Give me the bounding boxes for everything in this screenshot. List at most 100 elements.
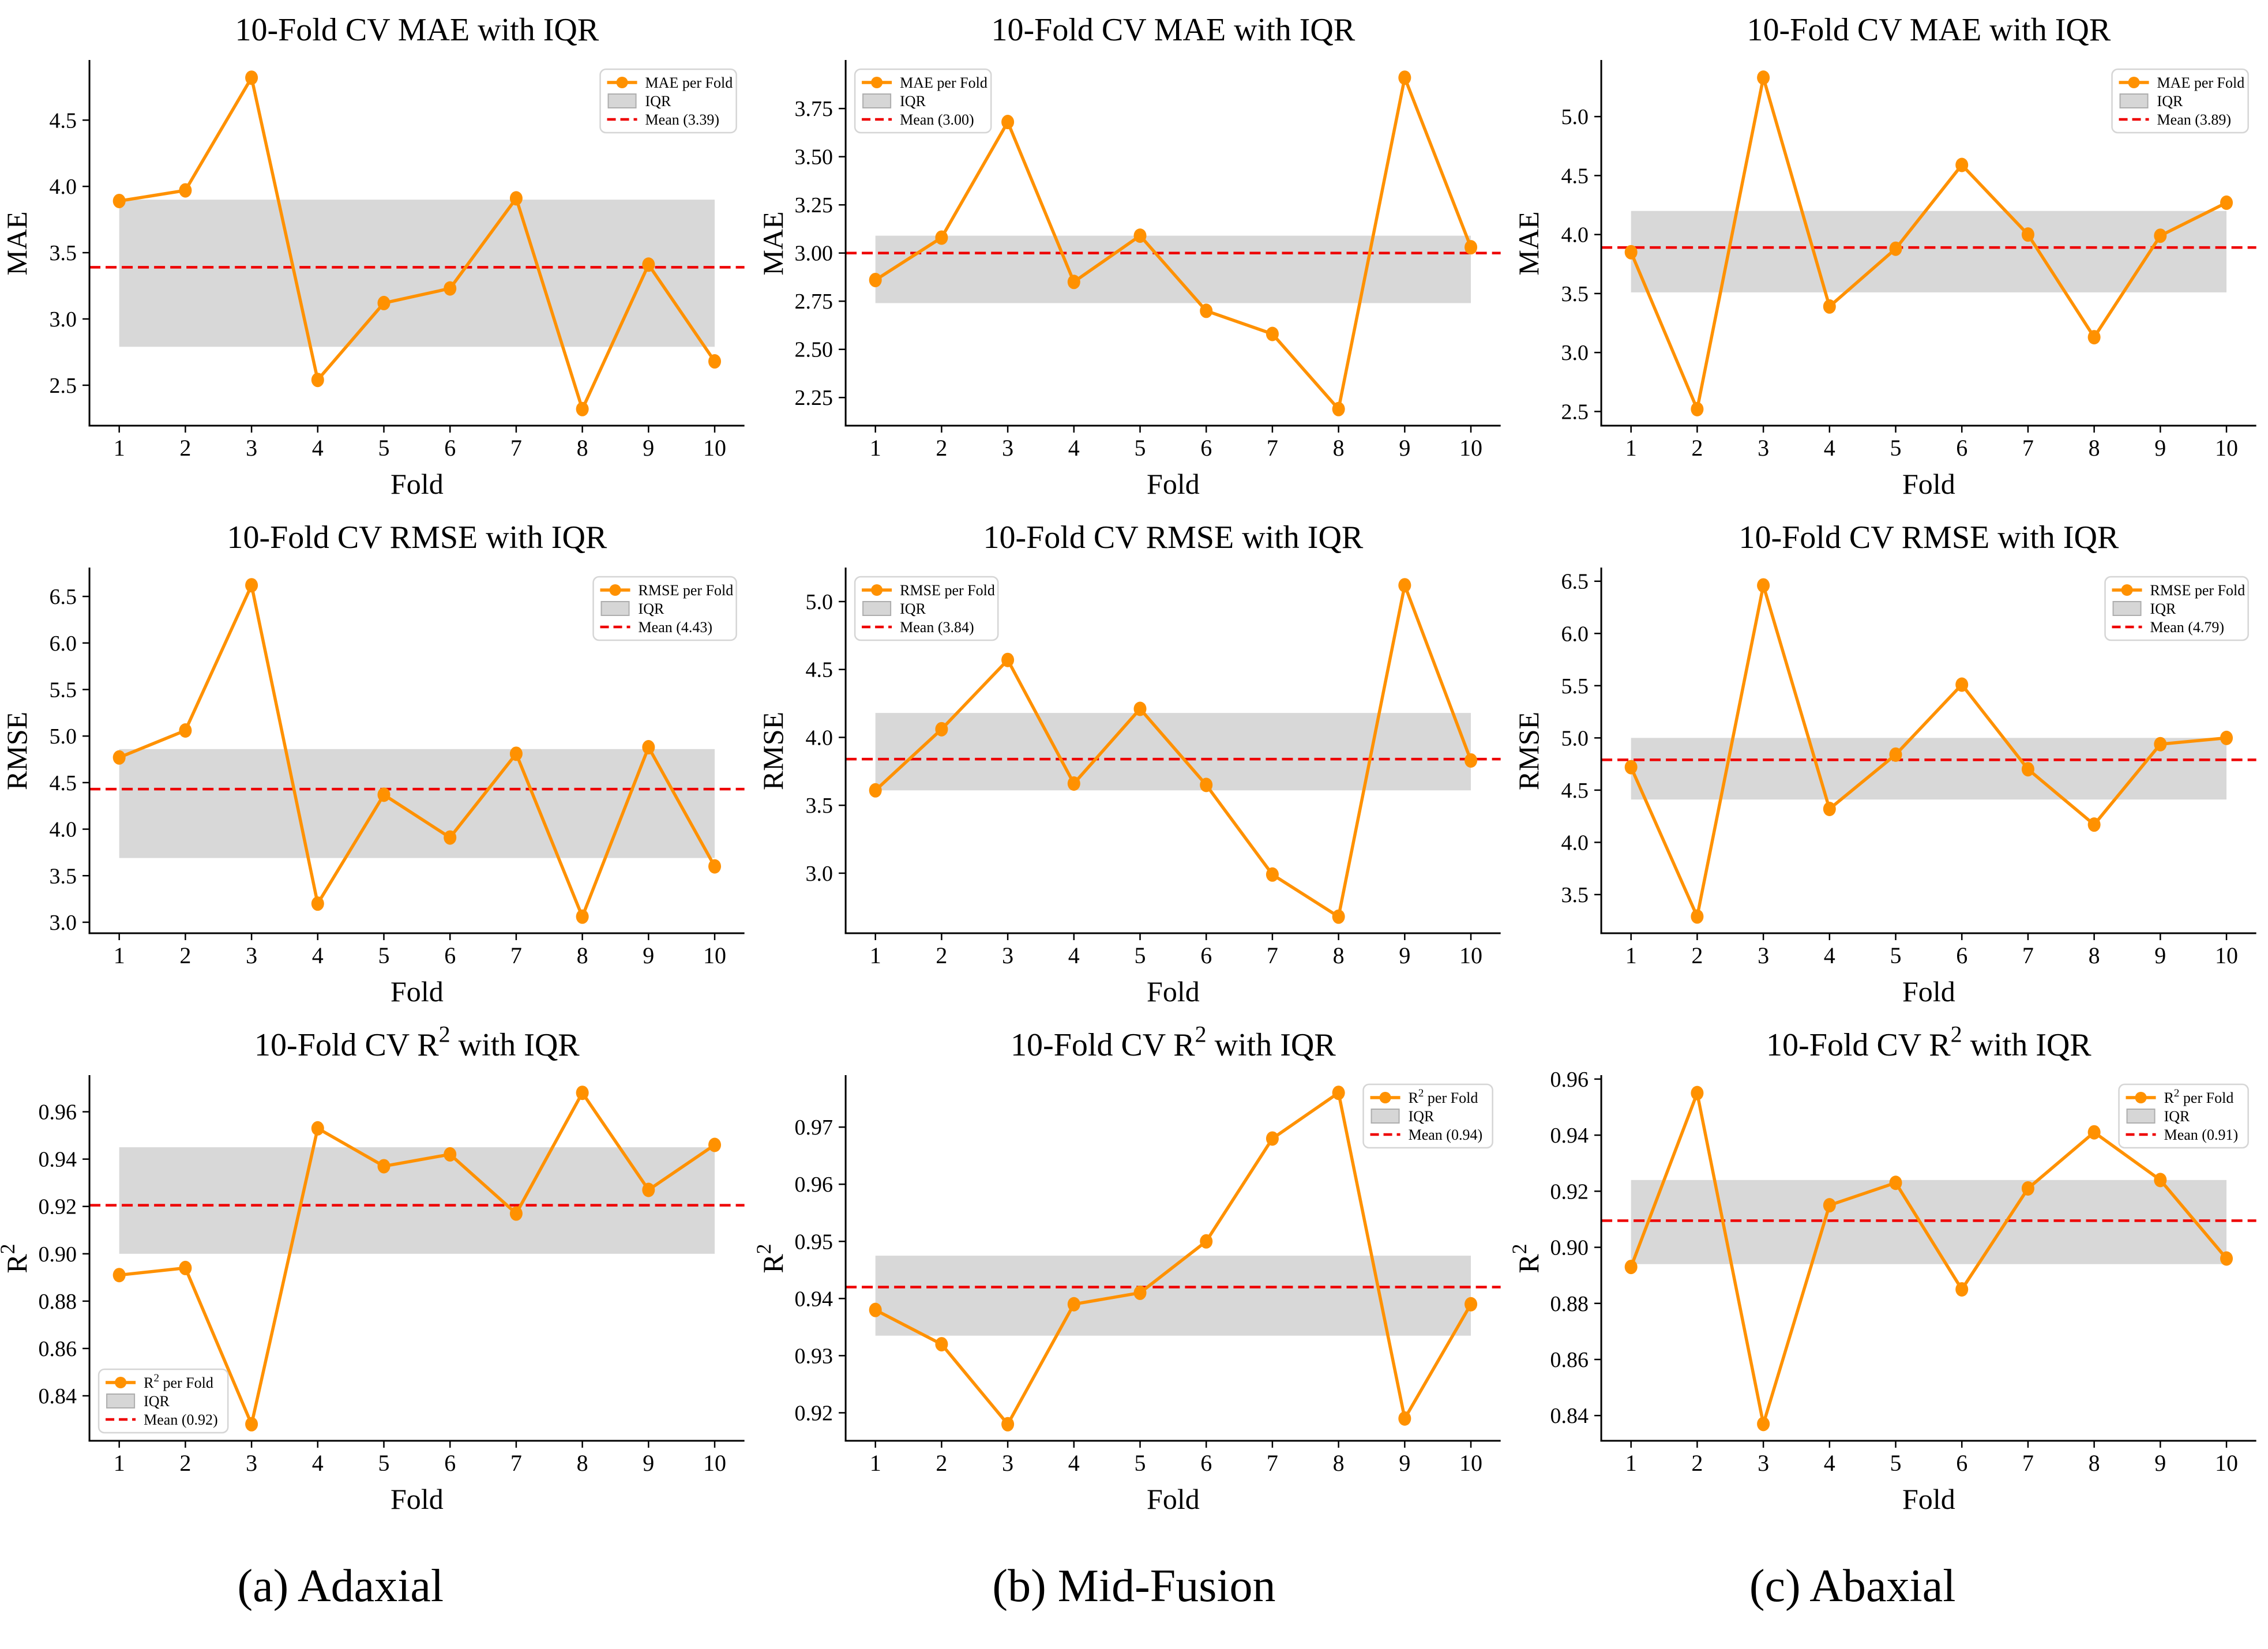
series-line [873, 583, 1473, 919]
data-point [1464, 240, 1477, 255]
data-point [869, 1302, 882, 1317]
legend-label: IQR [900, 600, 926, 617]
axes: 2.5 3.0 3.5 4.0 4.5 1 2 3 4 5 6 7 8 9 10 [50, 60, 745, 461]
y-tick-label: 2.5 [50, 374, 77, 398]
data-point [1691, 401, 1704, 416]
x-axis-label: Fold [1147, 975, 1200, 1008]
data-point [1757, 1417, 1770, 1432]
x-tick-label: 3 [1758, 1450, 1769, 1476]
x-tick-label: 8 [1332, 942, 1344, 968]
legend-box [97, 1368, 229, 1434]
x-tick-label: 9 [2155, 435, 2166, 461]
y-tick-label: 2.75 [794, 290, 833, 314]
data-point [311, 896, 324, 911]
series-markers [869, 578, 1477, 924]
data-point [1625, 760, 1638, 775]
legend-label: Mean (3.89) [2157, 111, 2232, 128]
x-tick-label: 7 [510, 435, 522, 461]
chart-abaxial-r2-plot: 0.84 0.86 0.88 0.90 0.92 0.94 0.96 1 2 3 4 5 6 7 8 9 10 1… [1512, 1021, 2256, 1515]
legend-box [592, 576, 737, 641]
y-tick-label: 0.96 [39, 1100, 77, 1125]
chart-title: 10-Fold CV R2 with IQR [1011, 1021, 1336, 1063]
y-tick-label: 3.0 [50, 911, 77, 935]
legend-label: IQR [2157, 93, 2183, 110]
y-tick-label: 6.0 [1561, 622, 1589, 646]
data-point [2220, 1251, 2233, 1266]
legend-patch-icon [607, 93, 637, 108]
y-tick-label: 4.5 [1561, 779, 1589, 803]
data-point [2220, 730, 2233, 745]
x-tick-label: 5 [1134, 942, 1146, 968]
data-point [1955, 1282, 1969, 1297]
x-tick-label: 2 [1692, 435, 1703, 461]
chart-title: 10-Fold CV RMSE with IQR [1739, 520, 2119, 555]
x-tick-label: 8 [2089, 942, 2100, 968]
data-point [2087, 1125, 2101, 1140]
y-axis-label: MAE [1, 211, 33, 275]
series-markers [112, 70, 722, 416]
data-point [1133, 228, 1147, 243]
axes: 0.84 0.86 0.88 0.90 0.92 0.94 0.96 1 2 3 4 5 6 7 8 9 10 [1550, 1068, 2256, 1476]
y-tick-label: 5.5 [1561, 674, 1589, 698]
legend-label: MAE per Fold [645, 74, 733, 91]
y-axis-label: RMSE [1, 712, 33, 790]
x-tick-label: 8 [577, 942, 588, 968]
x-tick-label: 1 [114, 942, 125, 968]
legend-label: R2 per Fold [144, 1372, 213, 1391]
x-axis-label: Fold [1902, 468, 1955, 500]
data-point [1823, 299, 1837, 314]
legend-box [599, 68, 737, 134]
data-point [1001, 652, 1014, 667]
y-tick-label: 3.5 [50, 241, 77, 265]
x-tick-label: 3 [246, 435, 257, 461]
y-tick-label: 0.96 [1550, 1068, 1589, 1092]
data-point [1398, 578, 1411, 593]
y-tick-label: 4.0 [1561, 831, 1589, 855]
x-tick-label: 10 [703, 942, 726, 968]
legend-label: Mean (4.43) [639, 619, 713, 636]
legend-marker-icon [2128, 77, 2140, 88]
x-tick-label: 3 [1002, 435, 1013, 461]
x-tick-label: 7 [510, 942, 522, 968]
legend-patch-icon [600, 601, 630, 616]
data-point [1691, 1085, 1704, 1100]
chart-title: 10-Fold CV R2 with IQR [254, 1021, 580, 1063]
series-markers [869, 1085, 1477, 1432]
x-tick-label: 2 [936, 942, 947, 968]
data-point [444, 281, 457, 296]
y-tick-label: 2.25 [794, 386, 833, 410]
legend-label: IQR [900, 93, 926, 110]
chart-abaxial-mae: 2.5 3.0 3.5 4.0 4.5 5.0 1 2 3 4 5 6 7 8 9 10 10-Fold CV … [1512, 0, 2268, 508]
x-tick-label: 4 [312, 942, 324, 968]
y-tick-label: 2.5 [1561, 400, 1589, 424]
data-point [2154, 228, 2167, 243]
legend-label: IQR [2164, 1108, 2190, 1125]
x-tick-label: 8 [577, 435, 588, 461]
data-point [1067, 776, 1080, 791]
legend-marker-icon [870, 77, 883, 88]
x-tick-label: 5 [1890, 435, 1902, 461]
legend-label: IQR [2150, 600, 2176, 617]
x-tick-label: 10 [1459, 435, 1482, 461]
series-line [117, 1091, 716, 1426]
legend-box [2118, 1083, 2250, 1149]
legend-label: Mean (3.39) [645, 111, 720, 128]
x-tick-label: 8 [577, 1450, 588, 1476]
y-tick-label: 0.93 [794, 1344, 833, 1368]
data-point [1199, 303, 1212, 318]
chart-title: 10-Fold CV MAE with IQR [1747, 12, 2111, 48]
data-point [2087, 330, 2101, 345]
y-tick-label: 0.90 [1550, 1236, 1589, 1260]
data-point [869, 783, 882, 798]
data-point [935, 722, 948, 737]
y-axis-label: MAE [757, 211, 789, 275]
x-tick-label: 3 [246, 942, 257, 968]
y-tick-label: 5.0 [50, 724, 77, 749]
y-tick-label: 0.88 [39, 1290, 77, 1314]
series-line [873, 1091, 1473, 1426]
x-tick-label: 2 [1692, 942, 1703, 968]
x-tick-label: 10 [2215, 1450, 2238, 1476]
chart-midfusion-mae-plot: 2.25 2.50 2.75 3.00 3.25 3.50 3.75 1 2 3 4 5 6 7 8 9 10 1… [757, 12, 1501, 500]
